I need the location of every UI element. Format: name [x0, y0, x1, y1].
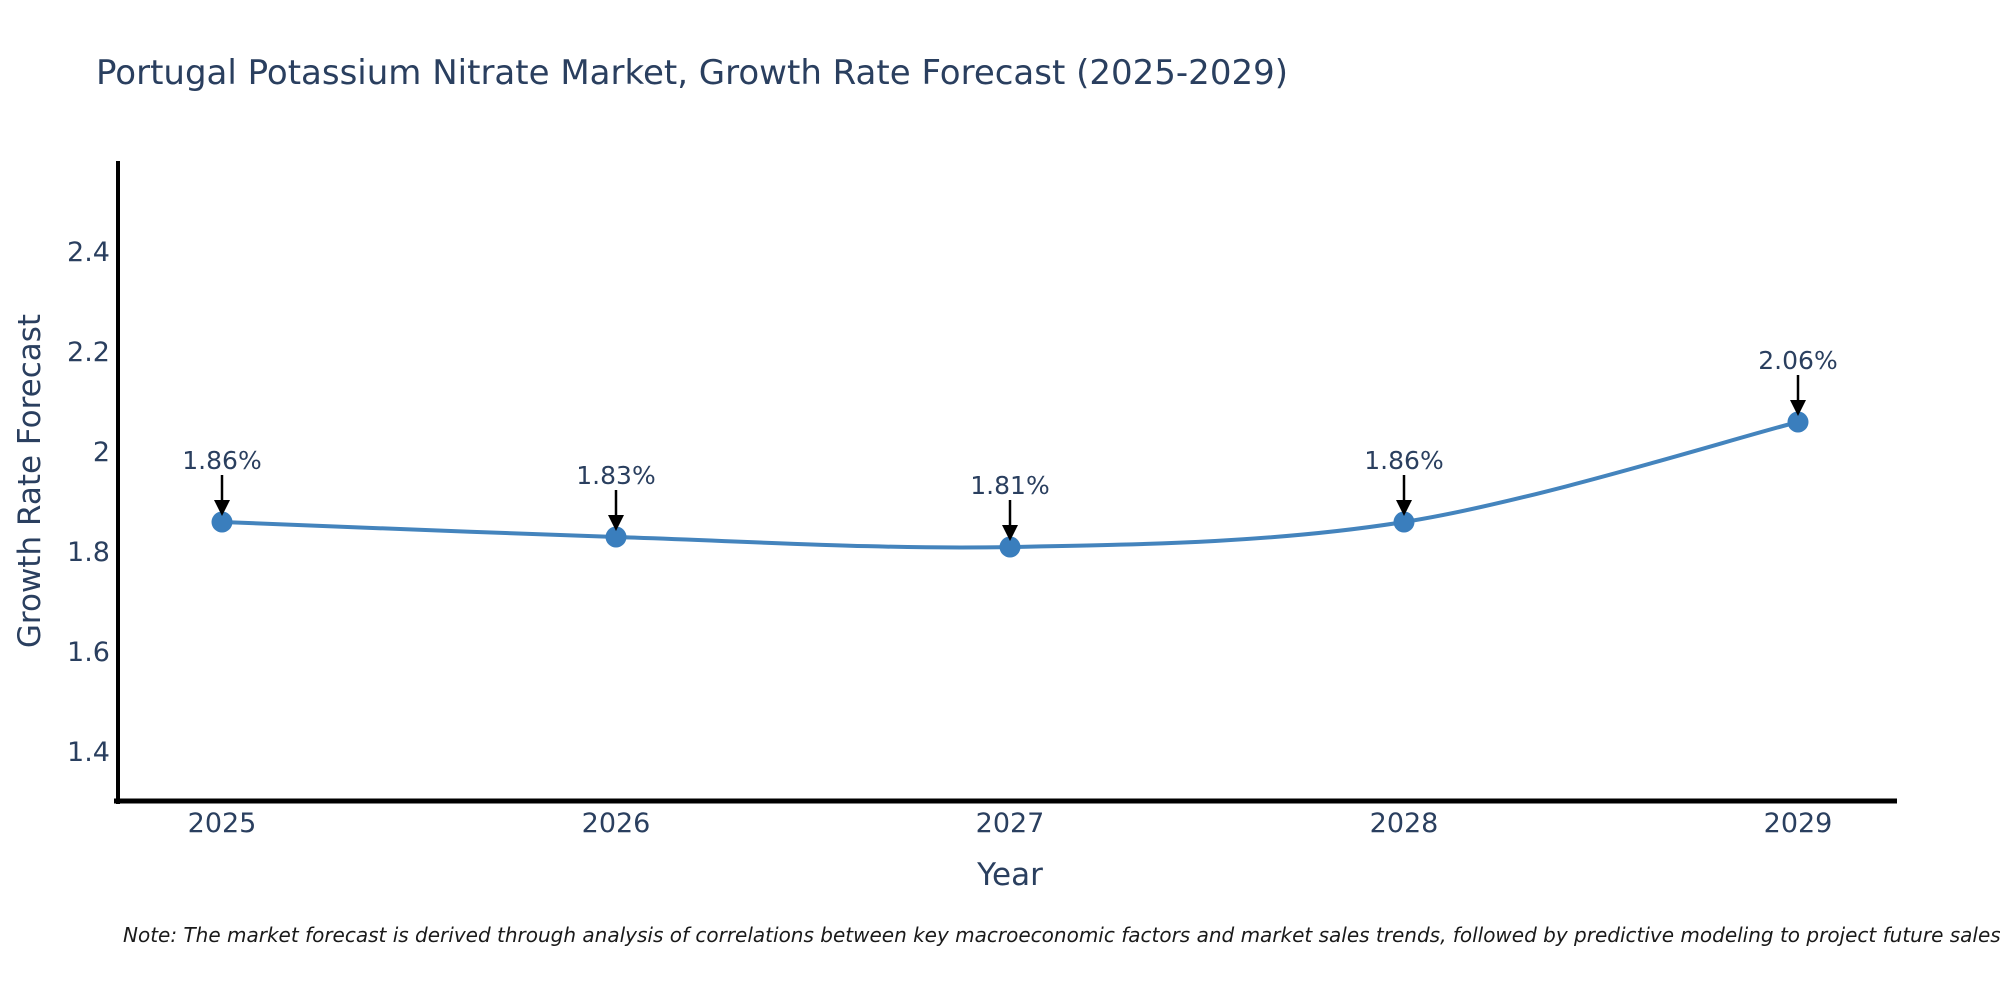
x-tick-label: 2028: [1370, 808, 1439, 839]
annotation-arrow-head: [608, 515, 624, 531]
data-point-marker: [999, 536, 1021, 558]
y-tick-label: 1.8: [67, 537, 110, 568]
annotation-arrow-head: [214, 500, 230, 516]
x-tick-label: 2025: [188, 808, 257, 839]
annotation-label: 1.81%: [970, 471, 1049, 500]
annotation-label: 1.86%: [182, 446, 261, 475]
data-point-marker: [1393, 511, 1415, 533]
data-point-marker: [1787, 411, 1809, 433]
annotation-arrow-head: [1790, 400, 1806, 416]
x-tick-label: 2027: [976, 808, 1045, 839]
y-tick-label: 2.2: [67, 337, 110, 368]
chart-title: Portugal Potassium Nitrate Market, Growt…: [96, 53, 1288, 93]
x-tick-label: 2029: [1764, 808, 1833, 839]
y-tick-label: 1.4: [67, 737, 110, 768]
y-tick-label: 2.4: [67, 237, 110, 268]
annotation-label: 1.83%: [576, 461, 655, 490]
data-point-marker: [211, 511, 233, 533]
y-tick-label: 1.6: [67, 637, 110, 668]
annotation-arrow-head: [1002, 525, 1018, 541]
annotation-label: 1.86%: [1364, 446, 1443, 475]
y-tick-label: 2: [93, 437, 110, 468]
y-axis-title: Growth Rate Forecast: [12, 313, 48, 649]
annotation-label: 2.06%: [1758, 346, 1837, 375]
data-point-marker: [605, 526, 627, 548]
x-tick-label: 2026: [582, 808, 651, 839]
footnote: Note: The market forecast is derived thr…: [123, 923, 2000, 947]
x-axis-title: Year: [977, 857, 1043, 893]
annotation-arrow-head: [1396, 500, 1412, 516]
